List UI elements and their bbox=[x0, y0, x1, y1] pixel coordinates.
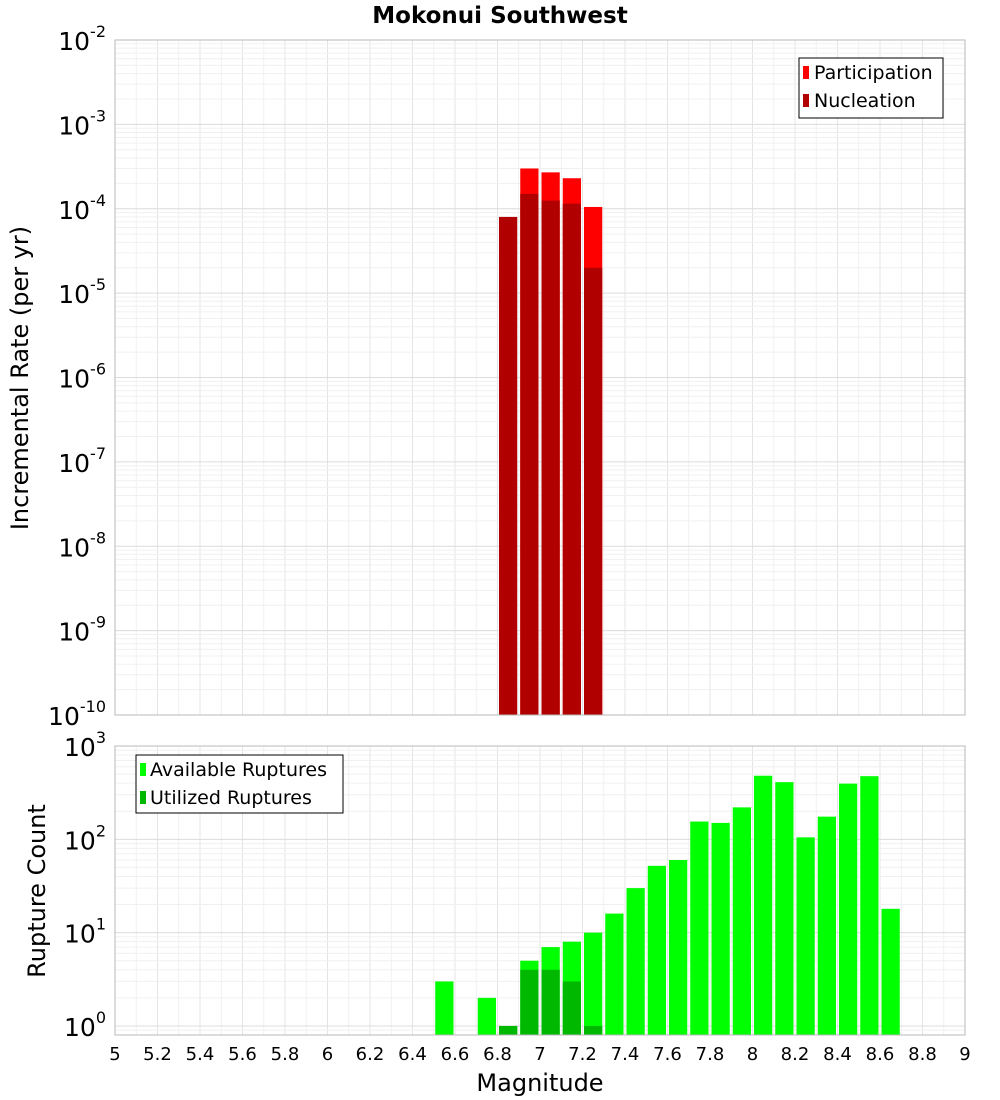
x-tick-label: 6.4 bbox=[398, 1044, 427, 1065]
x-tick-label: 5.6 bbox=[228, 1044, 257, 1065]
bottom-legend: Available Ruptures Utilized Ruptures bbox=[136, 755, 343, 813]
top-bar-b bbox=[563, 204, 581, 715]
x-tick-label: 6.2 bbox=[356, 1044, 385, 1065]
top-grid bbox=[115, 40, 965, 715]
x-tick-label: 6.6 bbox=[441, 1044, 470, 1065]
bottom-y-tick-label: 100 bbox=[64, 1008, 106, 1042]
bottom-bar-a bbox=[882, 909, 900, 1035]
x-tick-label: 5.4 bbox=[186, 1044, 215, 1065]
legend-label-available: Available Ruptures bbox=[150, 759, 327, 781]
x-tick-label: 7.8 bbox=[696, 1044, 725, 1065]
top-y-tick-label: 10-5 bbox=[58, 275, 106, 309]
chart-title: Mokonui Southwest bbox=[372, 3, 627, 29]
x-tick-label: 8.2 bbox=[781, 1044, 810, 1065]
top-y-tick-label: 10-10 bbox=[48, 697, 106, 731]
x-tick-label: 7.2 bbox=[568, 1044, 597, 1065]
x-tick-label: 8.4 bbox=[823, 1044, 852, 1065]
bottom-bar-a bbox=[648, 866, 666, 1035]
chart-root: Mokonui Southwest 10-1010-910-810-710-61… bbox=[0, 0, 1000, 1100]
legend-label-nucleation: Nucleation bbox=[814, 90, 916, 112]
legend-label-utilized: Utilized Ruptures bbox=[150, 787, 312, 809]
x-tick-label: 5.2 bbox=[143, 1044, 172, 1065]
x-tick-label: 8.6 bbox=[866, 1044, 895, 1065]
top-y-tick-label: 10-2 bbox=[58, 22, 106, 56]
top-bar-b bbox=[584, 268, 602, 715]
top-bars bbox=[499, 168, 602, 715]
bottom-bar-a bbox=[754, 776, 772, 1035]
bottom-bar-a bbox=[860, 776, 878, 1035]
top-y-tick-label: 10-3 bbox=[58, 106, 106, 140]
legend-swatch-nucleation bbox=[803, 94, 809, 107]
legend-swatch-available bbox=[140, 763, 146, 776]
bottom-bar-b bbox=[584, 1026, 602, 1035]
bottom-bar-a bbox=[775, 782, 793, 1035]
top-y-tick-label: 10-9 bbox=[58, 613, 106, 647]
x-tick-label: 8 bbox=[747, 1044, 758, 1065]
top-bar-b bbox=[499, 217, 517, 715]
top-bar-b bbox=[520, 194, 538, 715]
bottom-bar-a bbox=[669, 860, 687, 1035]
bottom-bar-b bbox=[563, 981, 581, 1035]
legend-swatch-participation bbox=[803, 66, 809, 79]
x-tick-label: 6 bbox=[322, 1044, 333, 1065]
bottom-bar-a bbox=[627, 888, 645, 1035]
bottom-bar-b bbox=[542, 970, 560, 1035]
bottom-y-tick-label: 102 bbox=[64, 821, 106, 855]
x-tick-labels: 5 5.2 5.4 5.6 5.8 6 6.2 6.4 6.6 6.8 7 7.2 7.4 7.6 7.8 8… bbox=[109, 1044, 970, 1065]
bottom-bar-a bbox=[797, 837, 815, 1035]
x-axis-label: Magnitude bbox=[476, 1069, 603, 1097]
x-tick-label: 7.4 bbox=[611, 1044, 640, 1065]
bottom-y-tick-label: 103 bbox=[64, 728, 106, 762]
top-bar-b bbox=[542, 201, 560, 715]
bottom-bar-a bbox=[712, 823, 730, 1035]
bottom-bar-a bbox=[584, 933, 602, 1035]
x-tick-label: 8.8 bbox=[908, 1044, 937, 1065]
bottom-bar-a bbox=[733, 807, 751, 1035]
bottom-bar-a bbox=[839, 784, 857, 1035]
x-tick-label: 9 bbox=[959, 1044, 970, 1065]
bottom-bar-a bbox=[478, 998, 496, 1035]
bottom-bar-a bbox=[605, 914, 623, 1035]
bottom-bar-a bbox=[690, 822, 708, 1035]
bottom-y-axis-label: Rupture Count bbox=[23, 804, 51, 978]
bottom-y-tick-labels: 100 101 102 103 bbox=[64, 728, 106, 1042]
top-y-axis-label: Incremental Rate (per yr) bbox=[6, 226, 34, 530]
top-legend: Participation Nucleation bbox=[799, 58, 943, 118]
x-tick-label: 7.6 bbox=[653, 1044, 682, 1065]
legend-label-participation: Participation bbox=[814, 62, 933, 84]
bottom-y-tick-label: 101 bbox=[64, 915, 106, 949]
x-tick-label: 7 bbox=[534, 1044, 545, 1065]
legend-swatch-utilized bbox=[140, 791, 146, 804]
top-y-tick-label: 10-6 bbox=[58, 360, 106, 394]
x-tick-label: 6.8 bbox=[483, 1044, 512, 1065]
bottom-panel: 100 101 102 103 5 5.2 5.4 5.6 5.8 6 6.2 6.4 6.6 6.8 7… bbox=[23, 728, 971, 1097]
bottom-bar-a bbox=[818, 817, 836, 1035]
x-tick-label: 5.8 bbox=[271, 1044, 300, 1065]
bottom-bar-a bbox=[435, 981, 453, 1035]
bottom-bar-b bbox=[520, 970, 538, 1035]
top-y-tick-labels: 10-10 10-9 10-8 10-7 10-6 10-5 10-4 10-3 10-2 bbox=[48, 22, 106, 731]
top-y-tick-label: 10-8 bbox=[58, 528, 106, 562]
top-y-tick-label: 10-7 bbox=[58, 444, 106, 478]
bottom-bar-b bbox=[499, 1026, 517, 1035]
top-panel: 10-10 10-9 10-8 10-7 10-6 10-5 10-4 10-3 10-2 In… bbox=[6, 22, 965, 731]
top-y-tick-label: 10-4 bbox=[58, 191, 106, 225]
x-tick-label: 5 bbox=[109, 1044, 120, 1065]
